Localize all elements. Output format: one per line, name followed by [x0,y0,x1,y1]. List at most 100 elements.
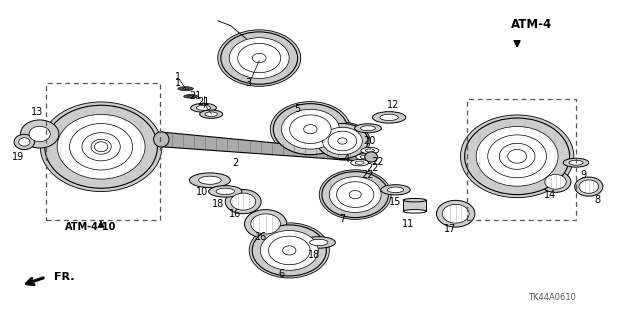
Ellipse shape [436,200,475,227]
Ellipse shape [499,143,535,169]
Ellipse shape [257,48,293,75]
Ellipse shape [545,174,566,189]
Ellipse shape [355,124,381,133]
Ellipse shape [57,115,145,179]
Text: 22: 22 [371,157,384,167]
Ellipse shape [310,239,328,246]
Ellipse shape [218,30,301,86]
Ellipse shape [465,118,570,195]
Ellipse shape [355,161,364,164]
Text: 20: 20 [364,136,376,146]
Text: 15: 15 [389,197,402,207]
Ellipse shape [476,126,558,186]
Ellipse shape [189,173,230,188]
Ellipse shape [237,43,281,73]
Ellipse shape [442,204,469,223]
Text: 21: 21 [189,91,202,101]
Text: FR.: FR. [54,272,75,282]
Text: ATM-4: ATM-4 [511,18,552,31]
Ellipse shape [563,158,589,167]
Ellipse shape [40,102,162,191]
Text: 19: 19 [12,152,24,162]
Text: 18: 18 [307,249,320,260]
Ellipse shape [365,149,374,152]
Ellipse shape [304,125,317,134]
Ellipse shape [94,142,108,152]
Text: ATM-4-10: ATM-4-10 [65,222,116,232]
Ellipse shape [338,138,347,144]
Ellipse shape [19,138,30,146]
Ellipse shape [403,198,426,202]
Text: 5: 5 [294,104,301,114]
Ellipse shape [508,149,527,163]
Ellipse shape [249,223,330,278]
Ellipse shape [82,133,120,161]
Ellipse shape [198,176,221,184]
Ellipse shape [244,210,287,238]
Ellipse shape [387,187,404,193]
Ellipse shape [356,154,374,160]
Text: 12: 12 [387,100,400,110]
Ellipse shape [317,123,368,159]
Text: 8: 8 [595,195,601,205]
Polygon shape [161,132,371,162]
Ellipse shape [252,225,326,276]
Ellipse shape [260,231,318,270]
Ellipse shape [365,152,378,162]
Ellipse shape [230,193,256,210]
Ellipse shape [349,190,361,199]
Ellipse shape [205,112,218,116]
Ellipse shape [283,246,296,255]
Ellipse shape [540,171,571,192]
Ellipse shape [209,186,242,197]
Ellipse shape [302,237,335,248]
Text: 3: 3 [245,78,252,88]
Ellipse shape [191,103,216,112]
Text: 11: 11 [402,219,415,229]
Ellipse shape [182,88,189,89]
Polygon shape [403,200,426,211]
Ellipse shape [315,122,370,160]
Ellipse shape [380,114,398,121]
Ellipse shape [322,172,388,218]
Ellipse shape [403,210,426,213]
Text: 22: 22 [361,170,374,180]
Text: 18: 18 [211,198,224,209]
Ellipse shape [184,95,198,98]
Ellipse shape [360,155,369,159]
Text: 9: 9 [580,170,587,180]
Text: 7: 7 [339,214,346,225]
Ellipse shape [229,38,289,78]
Ellipse shape [252,53,266,63]
Ellipse shape [270,102,351,157]
Text: 14: 14 [544,189,557,200]
Ellipse shape [337,182,374,207]
Text: 2: 2 [232,158,239,168]
Ellipse shape [188,96,193,97]
Ellipse shape [579,180,598,193]
Ellipse shape [200,110,223,118]
Ellipse shape [273,104,348,155]
Ellipse shape [269,236,310,265]
Ellipse shape [20,120,59,148]
Ellipse shape [29,126,51,142]
Text: 17: 17 [444,224,457,234]
Ellipse shape [488,135,547,178]
Text: 1: 1 [175,71,181,82]
Text: 6: 6 [278,269,285,279]
Text: 1: 1 [175,78,181,88]
Ellipse shape [225,189,261,214]
Text: 16: 16 [229,209,242,219]
Text: 4: 4 [344,154,350,164]
Text: 21: 21 [197,97,210,107]
Ellipse shape [575,177,603,196]
Ellipse shape [290,115,331,144]
Ellipse shape [329,177,381,212]
Ellipse shape [328,131,356,151]
Ellipse shape [282,109,339,149]
Ellipse shape [14,134,35,150]
Ellipse shape [381,185,410,195]
Ellipse shape [45,105,157,188]
Ellipse shape [154,132,169,147]
Ellipse shape [319,170,391,219]
